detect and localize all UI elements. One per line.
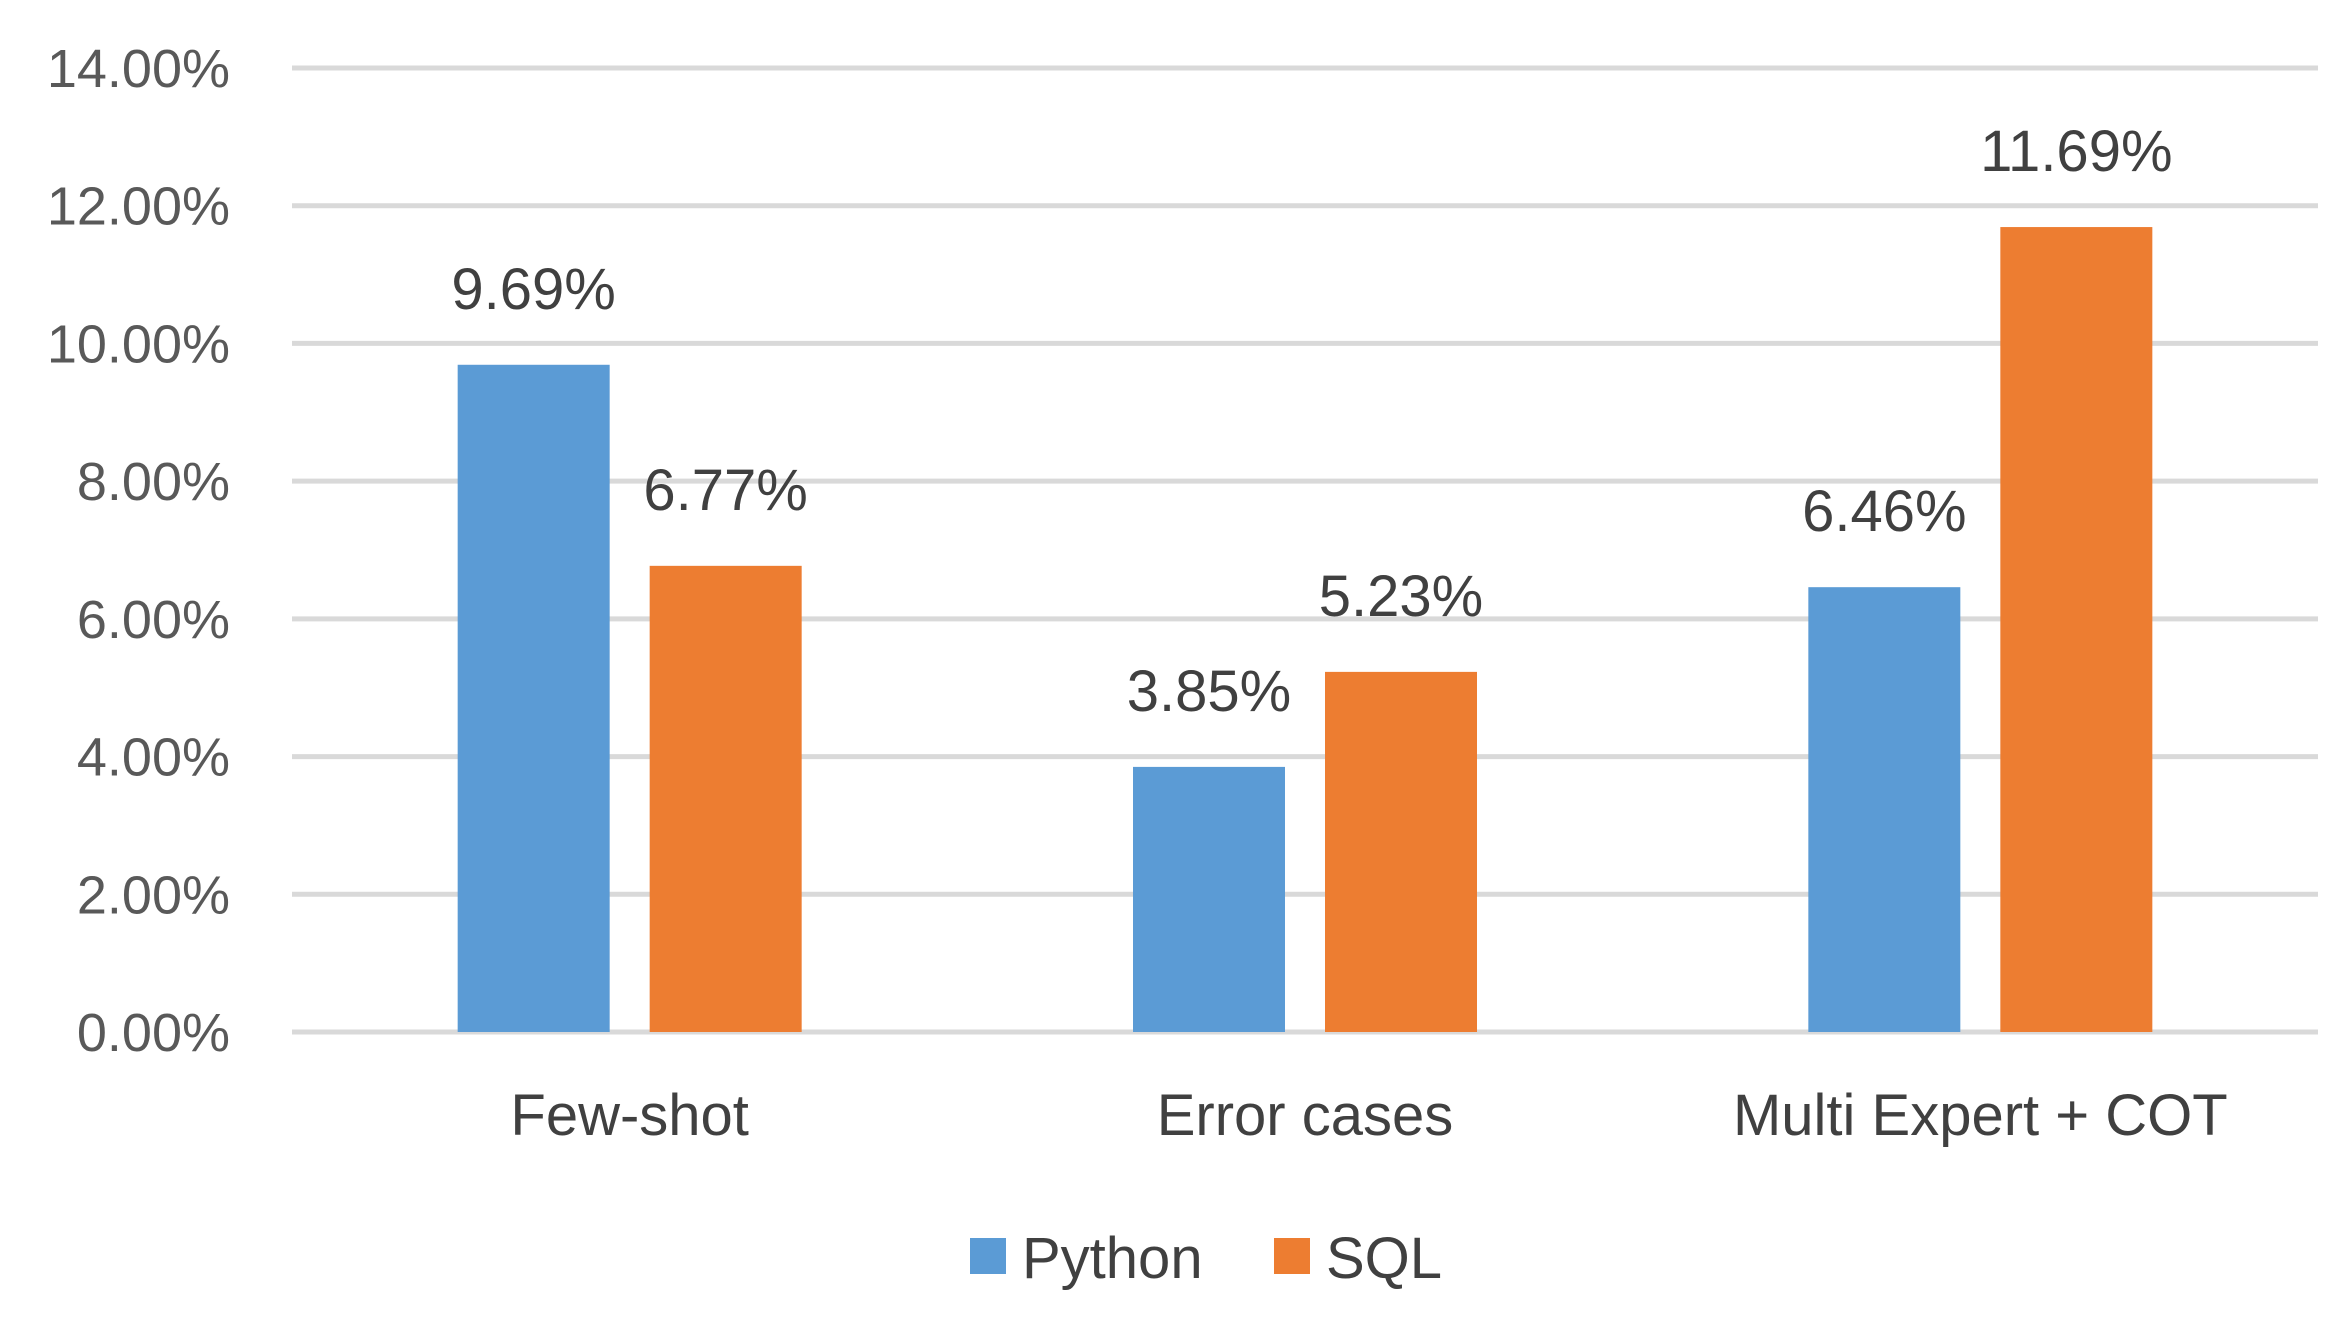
bar-python-0	[457, 364, 610, 1032]
legend-label-sql: SQL	[1326, 1226, 1442, 1291]
bars	[457, 227, 2153, 1032]
x-axis-category-labels: Few-shot Error cases Multi Expert + COT	[510, 1083, 2227, 1148]
y-axis-tick-labels: 0.00% 2.00% 4.00% 6.00% 8.00% 10.00% 12.00% 14.…	[47, 39, 230, 1063]
legend-swatch-python	[970, 1238, 1006, 1274]
y-tick-label: 12.00%	[47, 177, 230, 237]
y-tick-label: 2.00%	[77, 865, 230, 925]
x-category-label: Few-shot	[510, 1083, 749, 1148]
y-tick-label: 8.00%	[77, 452, 230, 512]
data-label: 5.23%	[1319, 564, 1483, 629]
data-label: 11.69%	[1980, 119, 2172, 184]
gridlines	[292, 65, 2318, 1035]
bar-sql-2	[2000, 227, 2153, 1032]
data-labels: 9.69% 6.77% 3.85% 5.23% 6.46% 11.69%	[451, 119, 2172, 724]
y-tick-label: 0.00%	[77, 1003, 230, 1063]
y-tick-label: 6.00%	[77, 590, 230, 650]
bar-python-2	[1808, 587, 1961, 1032]
bar-sql-1	[1325, 671, 1477, 1032]
y-tick-label: 4.00%	[77, 728, 230, 788]
legend-swatch-sql	[1274, 1238, 1310, 1274]
legend-label-python: Python	[1022, 1226, 1203, 1291]
bar-python-1	[1133, 766, 1285, 1032]
y-tick-label: 14.00%	[47, 39, 230, 99]
x-category-label: Multi Expert + COT	[1733, 1083, 2228, 1148]
x-category-label: Error cases	[1157, 1083, 1454, 1148]
bar-sql-0	[649, 565, 802, 1032]
data-label: 6.46%	[1802, 479, 1966, 544]
y-tick-label: 10.00%	[47, 314, 230, 374]
data-label: 9.69%	[451, 257, 615, 322]
legend: Python SQL	[970, 1226, 1442, 1291]
data-label: 3.85%	[1127, 659, 1291, 724]
data-label: 6.77%	[643, 458, 807, 523]
